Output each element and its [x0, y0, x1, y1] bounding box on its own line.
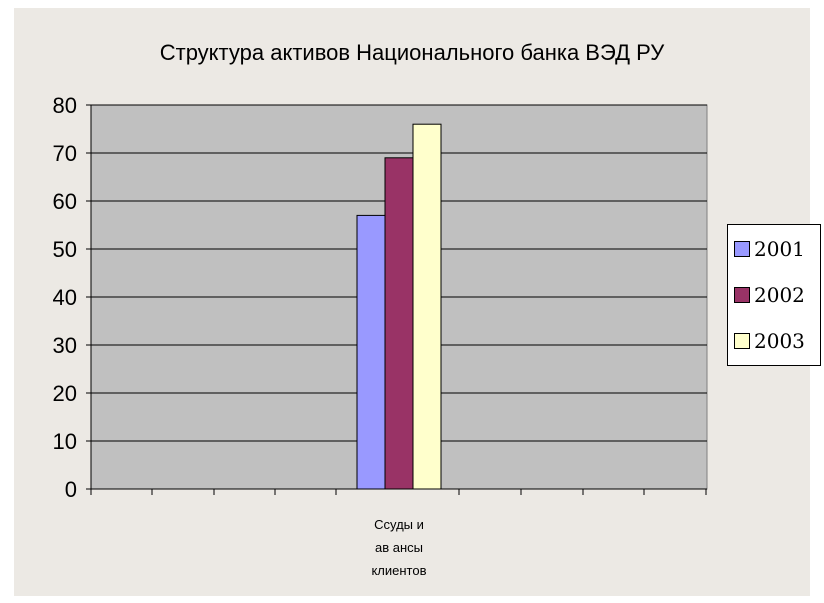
y-tick-label: 80: [53, 93, 77, 118]
legend-label-2002: 2002: [754, 283, 805, 307]
chart-legend: 2001 2002 2003: [727, 224, 821, 366]
x-category-label: клиентов: [371, 563, 426, 578]
legend-swatch-2002: [734, 287, 750, 303]
x-category-label: Ссуды и: [374, 517, 424, 532]
x-category-label: ав ансы: [375, 540, 423, 555]
legend-label-2003: 2003: [754, 329, 805, 353]
y-tick-label: 10: [53, 429, 77, 454]
legend-item-2002: 2002: [734, 283, 805, 307]
y-tick-label: 0: [65, 477, 77, 502]
legend-item-2001: 2001: [734, 237, 805, 261]
y-tick-label: 30: [53, 333, 77, 358]
bar-2003: [412, 123, 442, 490]
legend-label-2001: 2001: [754, 237, 805, 261]
bar-2001: [356, 214, 386, 490]
legend-swatch-2003: [734, 333, 750, 349]
y-tick-label: 40: [53, 285, 77, 310]
y-tick-label: 50: [53, 237, 77, 262]
legend-item-2003: 2003: [734, 329, 805, 353]
y-tick-label: 70: [53, 141, 77, 166]
chart-title: Структура активов Национального банка ВЭ…: [159, 40, 665, 65]
y-tick-label: 20: [53, 381, 77, 406]
bar-2002: [384, 157, 414, 490]
legend-swatch-2001: [734, 241, 750, 257]
y-tick-label: 60: [53, 189, 77, 214]
